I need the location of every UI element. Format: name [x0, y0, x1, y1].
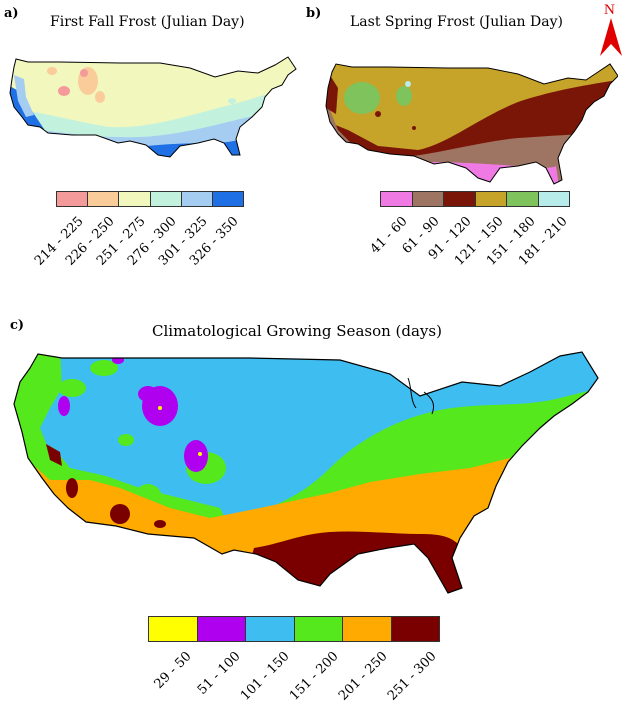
legend-swatch [507, 192, 539, 206]
legend-swatch [381, 192, 413, 206]
map-last-spring-frost [325, 63, 618, 185]
legend-swatch [294, 617, 343, 641]
legend-swatch [197, 617, 246, 641]
legend-growing-season [148, 616, 440, 642]
legend-swatch [538, 192, 569, 206]
legend-swatch [149, 617, 198, 641]
north-arrow-icon: N [600, 2, 622, 56]
north-label: N [604, 2, 615, 18]
legend-labels-last-spring-frost: 41 - 60 61 - 90 91 - 120 121 - 150 151 -… [368, 214, 571, 269]
panel-a-letter: a) [4, 6, 19, 21]
map-growing-season [13, 351, 599, 594]
legend-label: 151 - 200 [286, 649, 342, 704]
legend-swatch [212, 192, 244, 206]
legend-swatch [181, 192, 213, 206]
map-first-fall-frost [9, 56, 297, 158]
legend-label: 251 - 300 [384, 649, 440, 704]
panel-b-title: Last Spring Frost (Julian Day) [350, 14, 563, 30]
panel-c-title: Climatological Growing Season (days) [152, 322, 442, 340]
legend-label: 101 - 150 [237, 649, 293, 704]
legend-swatch [150, 192, 182, 206]
legend-label: 201 - 250 [335, 649, 391, 704]
legend-last-spring-frost [380, 191, 570, 207]
legend-labels-growing-season: 29 - 50 51 - 100 101 - 150 151 - 200 201… [148, 649, 440, 704]
legend-label: 51 - 100 [194, 649, 244, 698]
panel-a-title: First Fall Frost (Julian Day) [50, 14, 245, 30]
legend-swatch [119, 192, 151, 206]
panel-c-letter: c) [10, 318, 25, 333]
legend-swatch [475, 192, 507, 206]
legend-labels-first-fall-frost: 214 - 225 226 - 250 251 - 275 276 - 300 … [32, 214, 244, 269]
legend-swatch [343, 617, 392, 641]
legend-swatch [391, 617, 439, 641]
legend-swatch [246, 617, 295, 641]
legend-first-fall-frost [56, 191, 244, 207]
panel-b-letter: b) [306, 6, 322, 21]
legend-swatch [412, 192, 444, 206]
legend-swatch [444, 192, 476, 206]
legend-swatch [88, 192, 120, 206]
legend-swatch [57, 192, 89, 206]
legend-label: 29 - 50 [151, 649, 195, 692]
